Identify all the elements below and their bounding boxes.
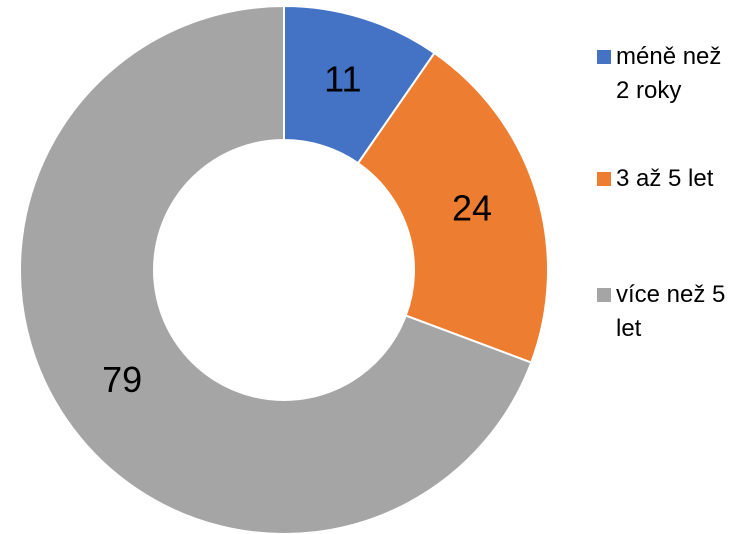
legend-swatch: [597, 288, 611, 302]
legend-item: 3 až 5 let: [597, 162, 747, 196]
legend-label: 3 až 5 let: [616, 165, 714, 192]
data-label: 11: [324, 58, 361, 99]
legend-label: více než 5 let: [616, 281, 726, 342]
data-label: 24: [452, 188, 492, 229]
legend-item: méně než 2 roky: [597, 40, 747, 108]
data-label: 79: [102, 359, 142, 400]
legend-swatch: [597, 50, 611, 64]
legend-label: méně než 2 roky: [616, 43, 722, 104]
legend-swatch: [597, 172, 611, 186]
slice: [356, 51, 549, 364]
legend-item: více než 5 let: [597, 278, 747, 346]
